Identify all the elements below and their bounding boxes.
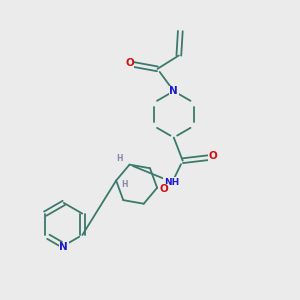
Text: N: N — [59, 242, 68, 252]
Text: H: H — [117, 154, 123, 163]
Text: N: N — [169, 86, 178, 96]
Text: H: H — [121, 180, 128, 189]
Text: O: O — [159, 184, 168, 194]
Text: O: O — [209, 151, 218, 161]
Text: NH: NH — [164, 178, 179, 187]
Text: O: O — [125, 58, 134, 68]
